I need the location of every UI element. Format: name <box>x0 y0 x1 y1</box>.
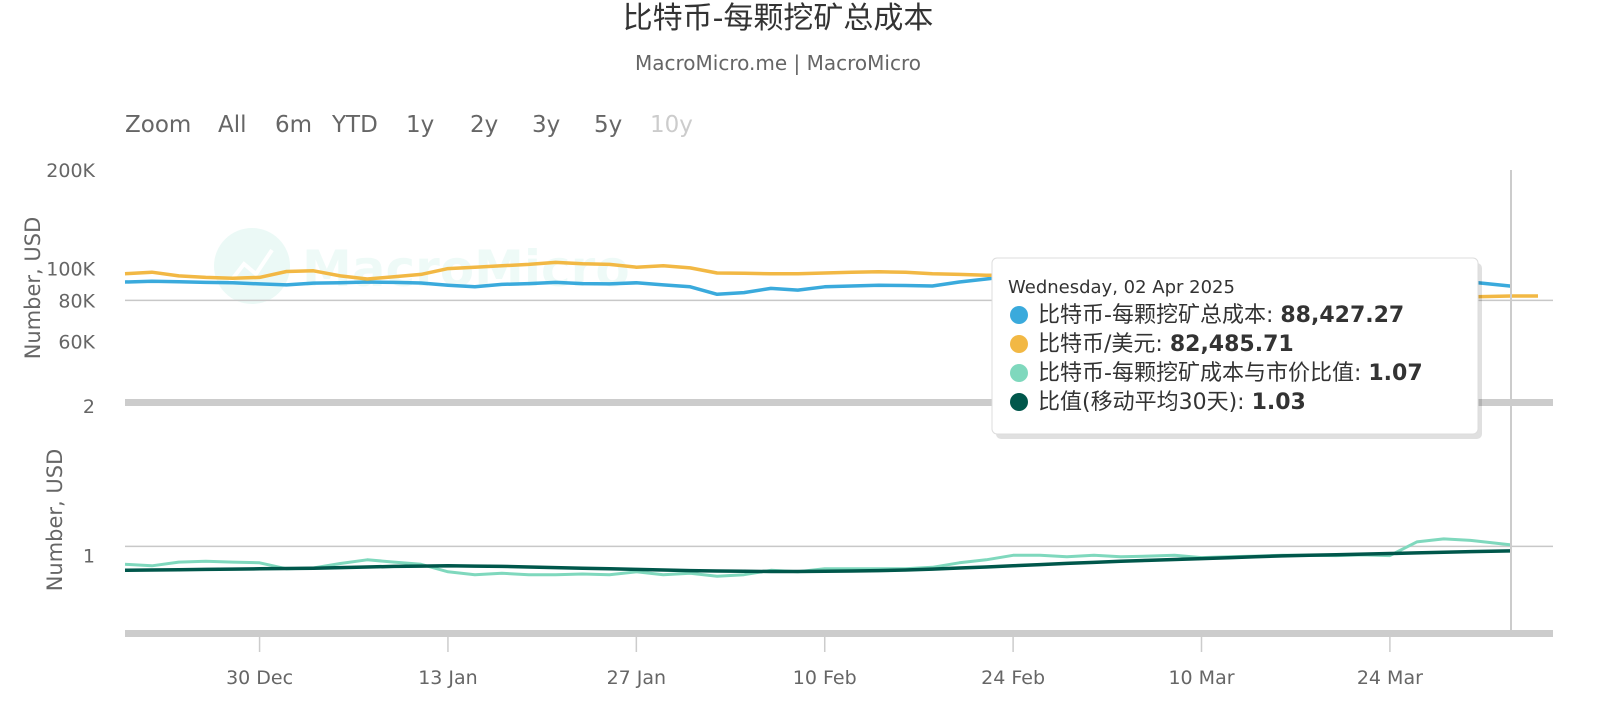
tooltip-box <box>991 257 1479 435</box>
watermark-logo-icon <box>214 228 290 304</box>
zoom-button-3y[interactable]: 3y <box>532 112 560 138</box>
zoom-button-ytd[interactable]: YTD <box>331 112 378 138</box>
y-tick-label: 2 <box>83 396 95 418</box>
chart-title: 比特币-每颗挖矿总成本 <box>623 1 934 36</box>
range-selector: Zoom All 6m YTD 1y 2y 3y 5y 10y <box>125 112 693 138</box>
x-axis-ticks: 30 Dec 13 Jan 27 Jan 10 Feb 24 Feb 10 Mar 24 M… <box>226 637 1423 689</box>
x-tick-label: 13 Jan <box>418 667 478 689</box>
tooltip-row-value: 1.07 <box>1368 361 1422 386</box>
tooltip-row-value: 82,485.71 <box>1170 332 1294 357</box>
ratio-panel-y-axis-title: Number, USD <box>43 449 67 592</box>
chart-subtitle: MacroMicro.me | MacroMicro <box>635 51 921 75</box>
zoom-button-2y[interactable]: 2y <box>470 112 498 138</box>
tooltip-row-label: 比特币/美元: <box>1038 332 1170 357</box>
y-tick-label: 80K <box>58 290 95 312</box>
x-tick-label: 30 Dec <box>226 667 293 689</box>
zoom-label: Zoom <box>125 112 191 138</box>
watermark <box>214 228 290 304</box>
tooltip-marker-icon <box>1010 335 1028 353</box>
tooltip-marker-icon <box>1010 393 1028 411</box>
tooltip-row-label: 比特币-每颗挖矿总成本: <box>1038 303 1280 328</box>
x-tick-label: 10 Mar <box>1168 667 1234 689</box>
zoom-button-5y[interactable]: 5y <box>594 112 622 138</box>
tooltip-row: 比特币-每颗挖矿成本与市价比值: 1.07 <box>1038 361 1423 386</box>
tooltip-row: 比特币/美元: 82,485.71 <box>1038 332 1294 357</box>
watermark-logo-chart-icon <box>228 248 274 284</box>
tooltip-row-label: 比值(移动平均30天): <box>1038 390 1252 415</box>
zoom-button-6m[interactable]: 6m <box>275 112 312 138</box>
tooltip-row-value: 1.03 <box>1252 390 1306 415</box>
zoom-button-all[interactable]: All <box>218 112 247 138</box>
tooltip-row-value: 88,427.27 <box>1280 303 1404 328</box>
y-tick-label: 1 <box>83 545 95 567</box>
y-tick-label: 100K <box>46 259 95 281</box>
tooltip-row: 比值(移动平均30天): 1.03 <box>1038 390 1306 415</box>
series-line-ratio_ma <box>124 549 1512 574</box>
tooltip-row-label: 比特币-每颗挖矿成本与市价比值: <box>1038 361 1368 386</box>
x-tick-label: 27 Jan <box>607 667 667 689</box>
zoom-button-1y[interactable]: 1y <box>406 112 434 138</box>
ratio-panel-y-ticks: 12 <box>83 396 95 567</box>
ratio-panel-series <box>124 537 1512 578</box>
tooltip-marker-icon <box>1010 364 1028 382</box>
price-panel-y-ticks: 60K 80K 100K 200K <box>46 160 95 353</box>
tooltip-row: 比特币-每颗挖矿总成本: 88,427.27 <box>1038 303 1404 328</box>
zoom-button-10y: 10y <box>650 112 693 138</box>
price-panel-y-axis-title: Number, USD <box>21 217 45 360</box>
x-tick-label: 24 Mar <box>1357 667 1423 689</box>
panel-separator <box>125 399 1553 406</box>
y-tick-label: 60K <box>58 331 95 353</box>
x-tick-label: 10 Feb <box>793 667 857 689</box>
tooltip-date: Wednesday, 02 Apr 2025 <box>1008 277 1235 298</box>
ratio-panel: 12 Number, USD <box>43 396 1553 591</box>
y-tick-label: 200K <box>46 160 95 182</box>
x-tick-label: 24 Feb <box>981 667 1045 689</box>
x-axis-bar <box>125 630 1553 637</box>
tooltip-marker-icon <box>1010 306 1028 324</box>
tooltip: Wednesday, 02 Apr 2025 比特币-每颗挖矿总成本: 88,4… <box>991 257 1482 439</box>
